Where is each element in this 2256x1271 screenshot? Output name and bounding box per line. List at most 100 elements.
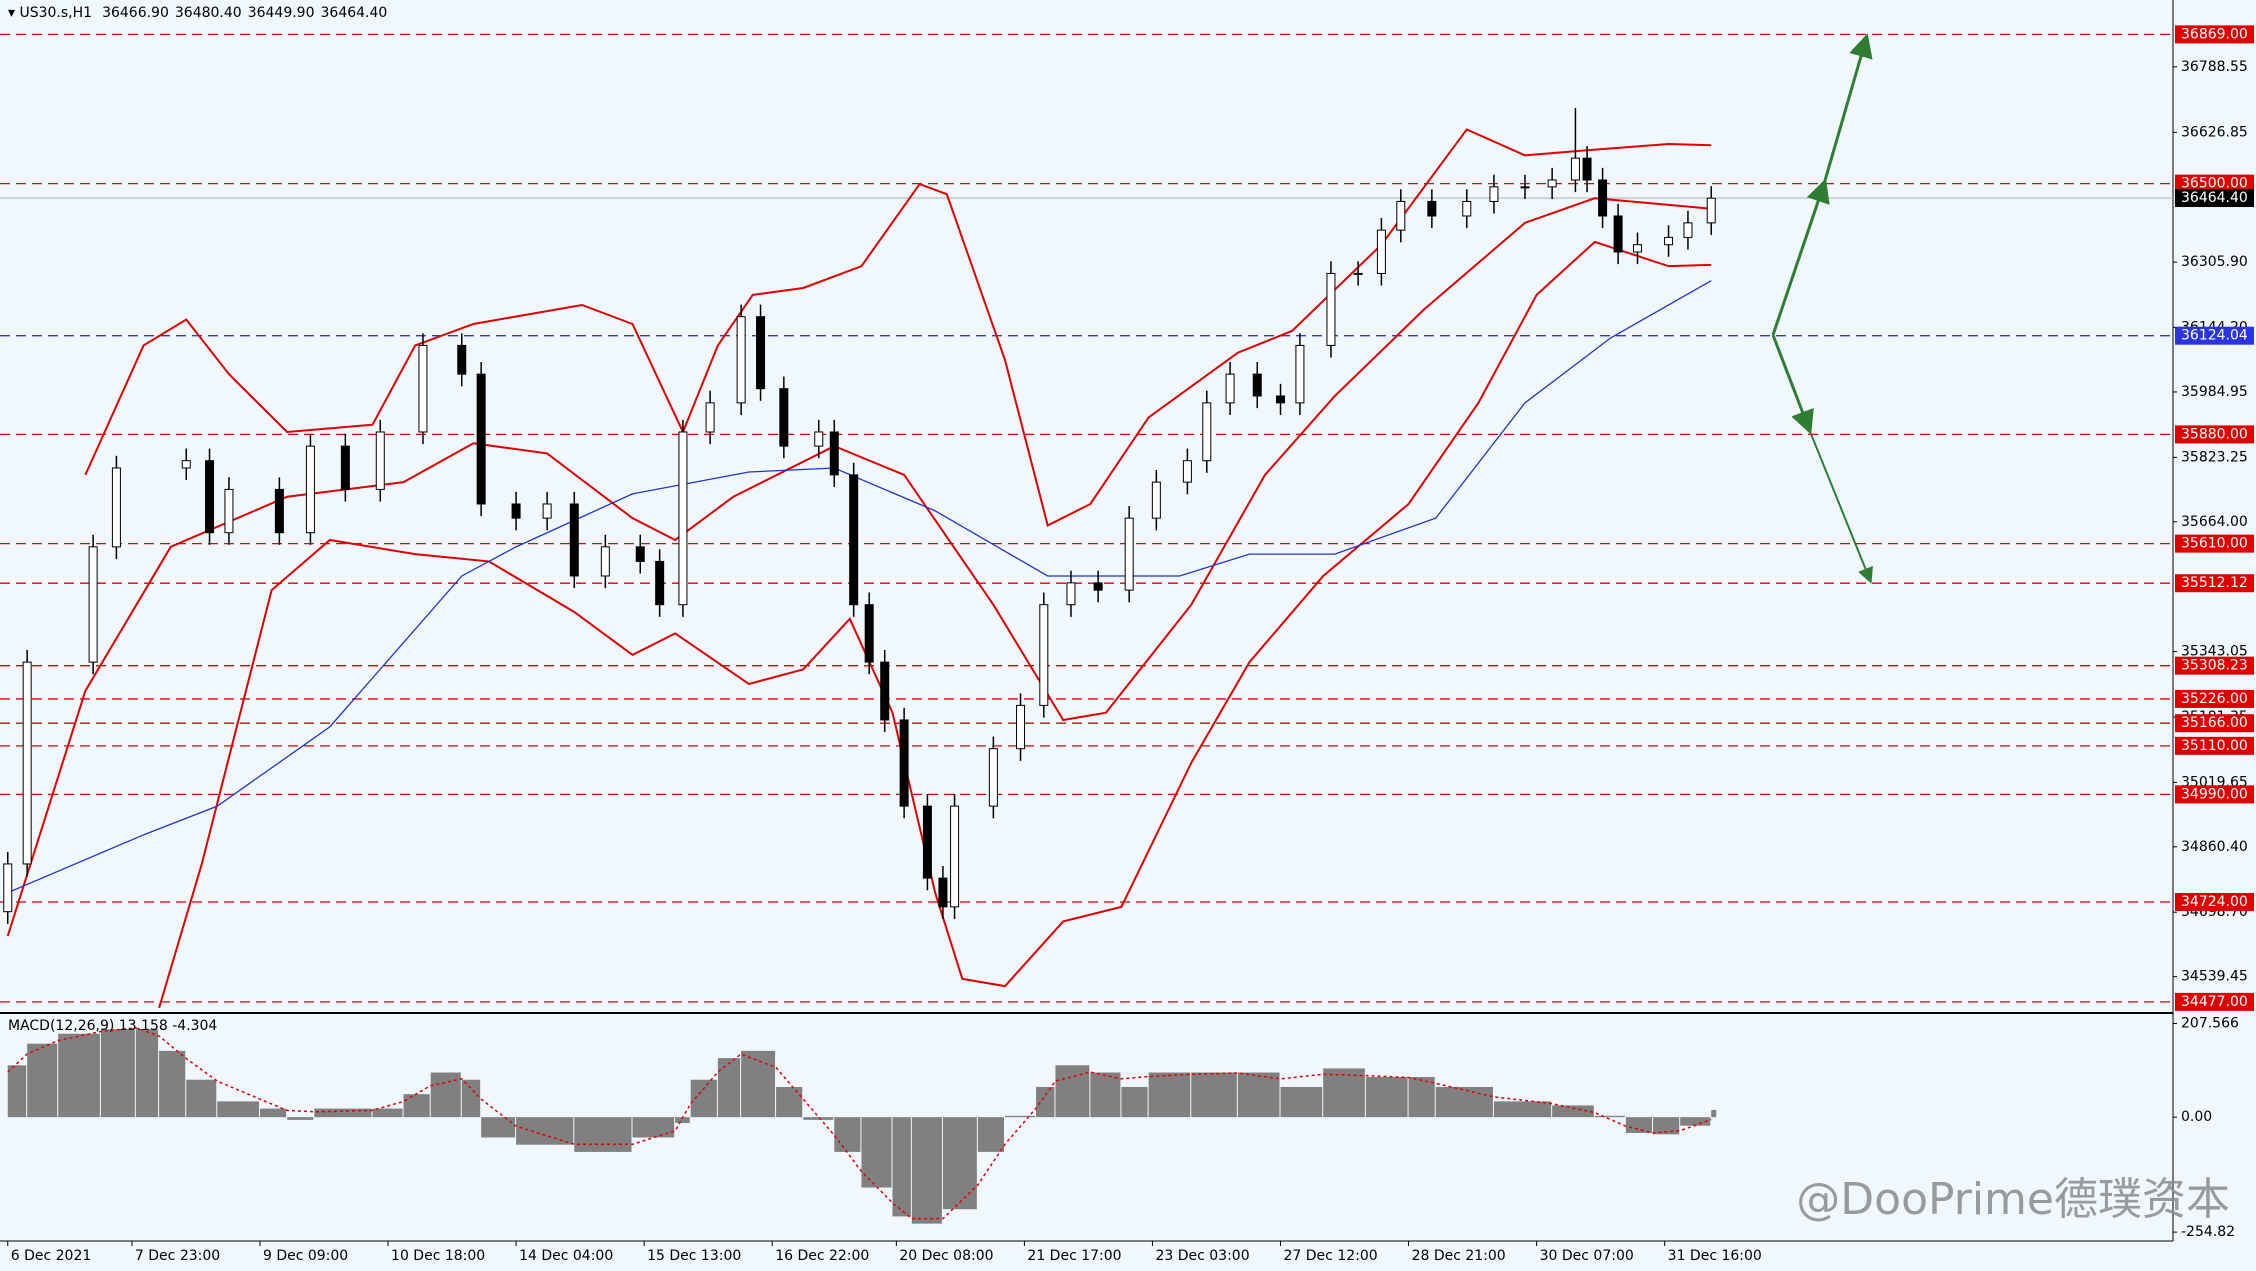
- candle-body: [1582, 157, 1592, 181]
- candle-body: [1093, 582, 1103, 591]
- macd-bar: [1435, 1086, 1493, 1118]
- y-tick-label: 34539.45: [2181, 969, 2248, 985]
- candle-body: [1613, 215, 1623, 253]
- candle-body: [635, 546, 645, 562]
- level-label-box: [2175, 326, 2254, 345]
- candle-body: [600, 546, 610, 577]
- arrow: [1808, 428, 1873, 584]
- level-label-box: [2175, 425, 2254, 444]
- level-label: 34724.00: [2181, 894, 2248, 910]
- candle-body: [111, 467, 121, 548]
- candle-body: [938, 877, 948, 908]
- macd-bar: [135, 1029, 159, 1118]
- macd-bar: [1552, 1105, 1594, 1118]
- symbol: US30.s,H1: [19, 5, 92, 21]
- level-label: 35110.00: [2181, 738, 2248, 754]
- level-label: 36124.04: [2181, 328, 2248, 344]
- candle-body: [1202, 402, 1212, 462]
- x-tick-label: 7 Dec 23:00: [135, 1248, 220, 1264]
- level-label: 35166.00: [2181, 715, 2248, 731]
- candle-body: [1016, 704, 1026, 750]
- level-label-box: [2175, 689, 2254, 708]
- macd-bar: [861, 1117, 892, 1188]
- candle-body: [814, 431, 824, 447]
- macd-panel: [0, 1015, 2173, 1241]
- candle-body: [1547, 179, 1557, 188]
- y-tick-label: 35343.05: [2181, 644, 2248, 660]
- x-tick-label: 27 Dec 12:00: [1284, 1248, 1378, 1264]
- indicator-line: [158, 240, 1712, 1009]
- time-axis: [0, 1241, 2173, 1271]
- last-price-label: 36464.40: [2181, 190, 2248, 206]
- macd-bar: [403, 1094, 430, 1118]
- level-label: 35308.23: [2181, 658, 2248, 674]
- y-tick-label: 0.00: [2181, 1109, 2212, 1125]
- candle-body: [864, 604, 874, 663]
- macd-bar: [287, 1117, 314, 1120]
- macd-bar: [159, 1050, 186, 1118]
- y-tick-label: 36788.55: [2181, 59, 2248, 75]
- candle-body: [1633, 244, 1643, 253]
- level-label-box: [2175, 992, 2254, 1011]
- level-label-box: [2175, 656, 2254, 675]
- candle-body: [511, 503, 521, 519]
- chart-header: ▾ US30.s,H1 36466.90 36480.40 36449.90 36464…: [8, 5, 387, 21]
- ohlc: 36480.40: [175, 5, 242, 21]
- macd-bar: [516, 1117, 574, 1145]
- x-tick-label: 20 Dec 08:00: [899, 1248, 993, 1264]
- candle-body: [880, 661, 890, 721]
- candle-body: [1252, 373, 1262, 397]
- candle-body: [1462, 200, 1472, 217]
- level-label-box: [2175, 892, 2254, 911]
- arrow: [1771, 334, 1814, 435]
- x-tick-label: 15 Dec 13:00: [647, 1248, 741, 1264]
- macd-bar: [1005, 1115, 1036, 1118]
- macd-bar: [58, 1033, 100, 1118]
- macd-bar: [314, 1108, 372, 1118]
- y-tick-label: -254.82: [2181, 1224, 2235, 1240]
- forecast-arrows: [1771, 33, 1873, 584]
- candle-body: [224, 488, 234, 534]
- macd-bar: [430, 1072, 461, 1118]
- candle-body: [655, 560, 665, 606]
- macd-bar: [27, 1043, 58, 1118]
- candle-body: [1039, 604, 1049, 706]
- candle-body: [705, 402, 715, 433]
- candle-body: [476, 373, 486, 505]
- macd-bar: [741, 1050, 776, 1118]
- level-label: 36869.00: [2181, 26, 2248, 42]
- ohlc: 36466.90: [102, 5, 169, 21]
- level-label: 34990.00: [2181, 786, 2248, 802]
- candle-body: [1706, 197, 1716, 224]
- level-label: 34477.00: [2181, 994, 2248, 1010]
- level-label-box: [2175, 174, 2254, 193]
- macd-bar: [1090, 1072, 1121, 1118]
- macd-bar: [1280, 1086, 1323, 1118]
- macd-bar: [717, 1058, 741, 1118]
- y-tick-label: 35664.00: [2181, 514, 2248, 530]
- candle-body: [274, 488, 284, 534]
- x-tick-label: 9 Dec 09:00: [263, 1248, 348, 1264]
- macd-bar: [574, 1117, 632, 1152]
- candle-body: [1570, 157, 1580, 181]
- macd-bar: [892, 1117, 911, 1217]
- level-label-box: [2175, 534, 2254, 553]
- macd-bar: [1493, 1101, 1552, 1118]
- indicator-line: [7, 280, 1712, 894]
- level-label: 35880.00: [2181, 426, 2248, 442]
- candle-body: [1225, 373, 1235, 404]
- price-axis: [2173, 0, 2256, 1271]
- macd-bar: [372, 1108, 403, 1118]
- watermark: @DooPrime德璞资本: [1796, 1174, 2230, 1225]
- macd-bar: [186, 1079, 217, 1118]
- candle-body: [305, 445, 315, 534]
- ohlc: 36464.40: [321, 5, 388, 21]
- candle-body: [205, 460, 215, 534]
- last-price-box: [2175, 189, 2254, 208]
- candle-body: [1295, 344, 1305, 404]
- candle-body: [779, 388, 789, 447]
- macd-bar: [834, 1117, 861, 1152]
- macd-bar: [1711, 1109, 1717, 1118]
